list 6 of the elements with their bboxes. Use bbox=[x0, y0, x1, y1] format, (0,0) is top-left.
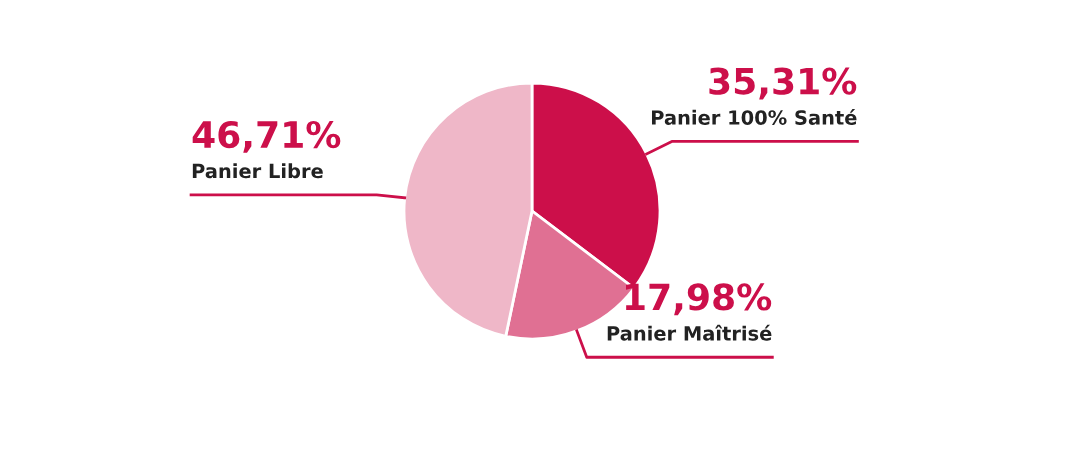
data-label: 17,98% bbox=[626, 283, 772, 316]
slice-label: Panier Libre bbox=[192, 163, 323, 179]
data-label: 35,31% bbox=[709, 67, 857, 100]
slice-label: Panier 100% Santé bbox=[652, 109, 857, 125]
data-label: 46,71% bbox=[192, 120, 341, 153]
slice-label: Panier Maîtrisé bbox=[607, 324, 772, 341]
